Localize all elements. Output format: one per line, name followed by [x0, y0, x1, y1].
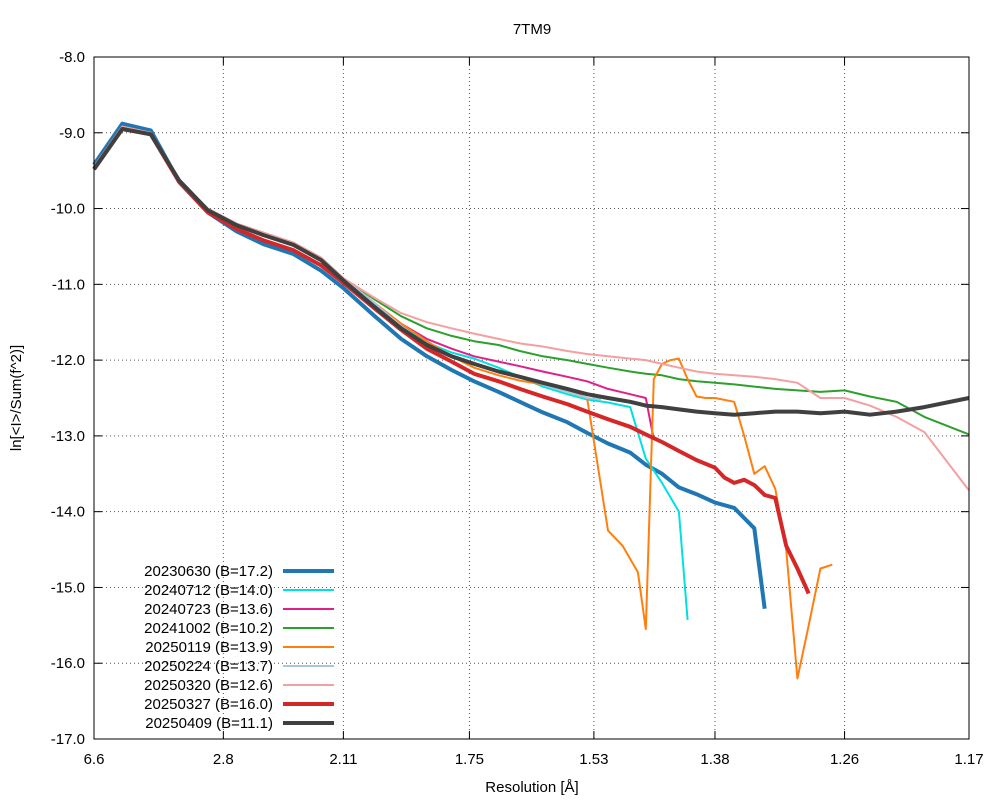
y-tick-label: -17.0 — [51, 731, 85, 748]
series-line-20241002 — [93, 125, 970, 436]
y-tick-label: -15.0 — [51, 579, 85, 596]
y-tick-label: -9.0 — [59, 125, 85, 142]
series-line-20250320 — [93, 125, 970, 492]
y-tick-label: -14.0 — [51, 504, 85, 521]
legend-label: 20240712 (B=14.0) — [144, 582, 273, 599]
x-tick-label: 1.38 — [700, 751, 729, 768]
x-tick-label: 6.6 — [84, 751, 105, 768]
x-axis-ticks: 6.6 2.8 2.11 1.75 1.53 1.38 1.26 1.17 — [84, 57, 984, 768]
legend-label: 20230630 (B=17.2) — [144, 563, 273, 580]
x-tick-label: 1.53 — [579, 751, 608, 768]
y-tick-label: -8.0 — [59, 49, 85, 66]
legend: 20230630 (B=17.2) 20240712 (B=14.0) 202407… — [144, 563, 334, 732]
series-line-20250409 — [92, 127, 970, 417]
x-tick-label: 1.26 — [830, 751, 859, 768]
legend-label: 20250327 (B=16.0) — [144, 696, 273, 713]
legend-label: 20241002 (B=10.2) — [144, 620, 273, 637]
y-tick-label: -16.0 — [51, 655, 85, 672]
y-axis-title: ln[<I>/Sum(f^2)] — [8, 345, 25, 451]
x-tick-label: 2.8 — [213, 751, 234, 768]
y-tick-label: -10.0 — [51, 201, 85, 218]
series-layer — [92, 121, 970, 680]
legend-label: 20250320 (B=12.6) — [144, 677, 273, 694]
x-axis-title: Resolution [Å] — [485, 779, 578, 796]
series-line-20250327 — [92, 127, 811, 595]
x-tick-label: 1.17 — [954, 751, 983, 768]
series-line-20240712 — [93, 125, 689, 621]
chart-title: 7TM9 — [513, 21, 551, 38]
legend-label: 20250224 (B=13.7) — [144, 658, 273, 675]
y-tick-label: -12.0 — [51, 352, 85, 369]
x-tick-label: 1.75 — [455, 751, 484, 768]
x-tick-label: 2.11 — [329, 751, 357, 768]
y-axis-ticks: -8.0 -9.0 -10.0 -11.0 -12.0 -13.0 -14.0 -15.0 -1… — [51, 49, 969, 748]
plot-frame — [93, 56, 970, 740]
legend-label: 20250409 (B=11.1) — [145, 715, 273, 732]
y-tick-label: -11.0 — [52, 276, 85, 293]
legend-label: 20250119 (B=13.9) — [145, 639, 273, 656]
y-tick-label: -13.0 — [51, 428, 85, 445]
legend-label: 20240723 (B=13.6) — [144, 601, 273, 618]
